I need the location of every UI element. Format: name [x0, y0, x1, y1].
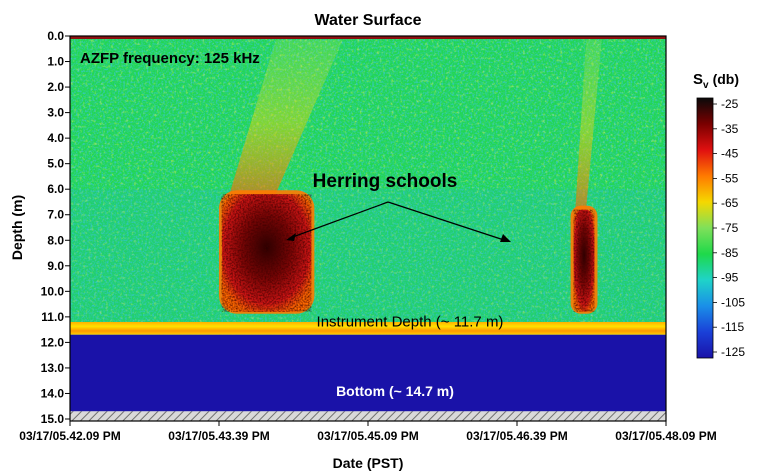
herring-school — [570, 205, 598, 314]
colorbar-tick-label: -45 — [721, 147, 739, 161]
x-tick-label: 03/17/05.46.39 PM — [466, 429, 567, 443]
school-texture — [221, 194, 312, 312]
colorbar-gradient — [696, 97, 714, 359]
colorbar-tick-label: -55 — [721, 171, 739, 185]
arrowhead-right — [500, 234, 511, 242]
colorbar-tick-label: -75 — [721, 221, 739, 235]
x-tick-label: 03/17/05.42.09 PM — [19, 429, 120, 443]
colorbar-tick-label: -125 — [721, 345, 745, 359]
school-plume — [574, 40, 602, 220]
y-tick-label: 15.0 — [41, 412, 65, 426]
colorbar-tick-label: -25 — [721, 97, 739, 111]
herring-school — [218, 190, 315, 314]
arrowhead-left — [286, 233, 296, 241]
chart-title: Water Surface — [315, 12, 422, 29]
colorbar: -25 -35 -45 -55 -65 -75 -85 -95 -105 -115 -125 Sv (d… — [693, 71, 745, 359]
arrow-right — [387, 201, 508, 242]
arrow-left — [289, 201, 389, 239]
colorbar-label-main: S — [693, 71, 703, 88]
plot-area — [70, 36, 666, 421]
y-tick-label: 0.0 — [47, 29, 64, 43]
y-tick-label: 11.0 — [41, 310, 64, 324]
seabed — [70, 411, 666, 421]
deep-tint — [70, 189, 666, 335]
y-tick-label: 10.0 — [41, 284, 65, 298]
school-plume — [226, 40, 343, 205]
colorbar-tick-label: -35 — [721, 122, 739, 136]
colorbar-label: Sv (db) — [693, 71, 739, 91]
y-axis-label: Depth (m) — [9, 195, 25, 260]
below-instrument — [70, 334, 666, 412]
bottom-label: Bottom (~ 14.7 m) — [336, 383, 454, 399]
y-tick-label: 5.0 — [47, 157, 64, 171]
instrument-band — [70, 321, 666, 335]
colorbar-tick-label: -95 — [721, 271, 739, 285]
y-tick-label: 9.0 — [47, 259, 64, 273]
axes: 0.0 1.0 2.0 3.0 4.0 5.0 6.0 7.0 8.0 9.0 10.0 11.0 12… — [9, 29, 717, 471]
schools-label: Herring schools — [313, 171, 458, 192]
y-tick-label: 2.0 — [47, 80, 64, 94]
colorbar-tick-label: -65 — [721, 196, 739, 210]
surface-line — [70, 36, 666, 39]
annotations: Water Surface AZFP frequency: 125 kHz Herr… — [80, 12, 511, 399]
y-tick-label: 7.0 — [47, 208, 64, 222]
x-tick-label: 03/17/05.48.09 PM — [615, 429, 716, 443]
y-tick-label: 4.0 — [47, 131, 64, 145]
x-tick-label: 03/17/05.43.39 PM — [168, 429, 269, 443]
y-tick-label: 3.0 — [47, 106, 64, 120]
y-tick-label: 13.0 — [41, 361, 65, 375]
y-tick-label: 14.0 — [41, 386, 65, 400]
x-axis-label: Date (PST) — [333, 455, 404, 471]
x-tick-label: 03/17/05.45.09 PM — [317, 429, 418, 443]
y-tick-label: 1.0 — [47, 55, 64, 69]
y-tick-label: 6.0 — [47, 182, 64, 196]
colorbar-tick-label: -115 — [721, 320, 744, 334]
colorbar-tick-label: -85 — [721, 246, 739, 260]
colorbar-label-unit: (db) — [713, 71, 739, 87]
instrument-depth-label: Instrument Depth (~ 11.7 m) — [317, 314, 504, 331]
colorbar-tick-label: -105 — [721, 295, 745, 309]
y-tick-label: 12.0 — [41, 335, 65, 349]
colorbar-label-sub: v — [703, 80, 709, 91]
school-texture — [573, 209, 595, 312]
y-tick-label: 8.0 — [47, 233, 64, 247]
speckle-yellow — [70, 36, 666, 335]
frequency-label: AZFP frequency: 125 kHz — [80, 50, 260, 67]
